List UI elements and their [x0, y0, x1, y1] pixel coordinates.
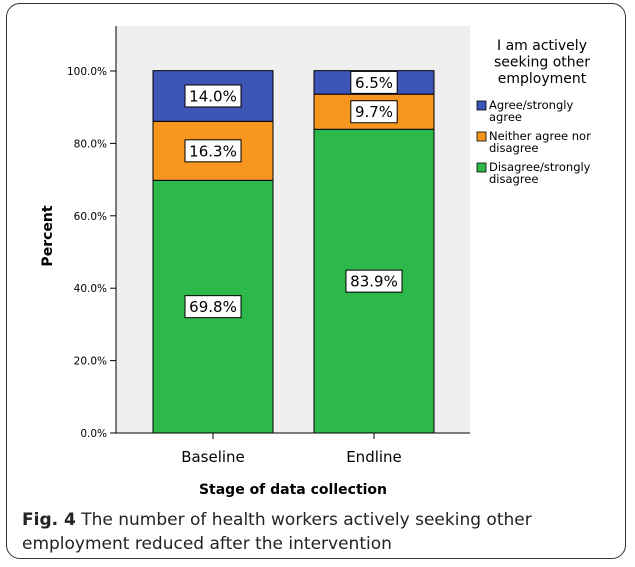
y-tick-label: 60.0% — [74, 211, 107, 223]
data-label-box — [350, 70, 398, 94]
data-label-box — [345, 269, 403, 293]
y-tick-label: 40.0% — [74, 283, 107, 295]
data-label-box — [184, 84, 242, 108]
data-label: 9.7% — [355, 103, 393, 121]
data-label: 6.5% — [355, 74, 393, 92]
data-label-box — [350, 100, 398, 124]
legend-title-line: seeking other — [494, 55, 590, 71]
data-label: 14.0% — [189, 87, 237, 105]
x-tick-label: Baseline — [181, 448, 245, 466]
stacked-bar-chart: 69.8% 16.3% 14.0% 83.9% 9.7% 6.5% 0.0% 20.0% 40… — [40, 26, 591, 498]
legend-swatch — [476, 131, 487, 142]
legend-entry: Disagree/strongly disagree — [489, 160, 591, 186]
y-axis-label: Percent — [40, 205, 56, 266]
y-tick-label: 20.0% — [74, 356, 107, 368]
legend-title-line: employment — [498, 71, 587, 87]
data-label: 83.9% — [350, 273, 398, 291]
legend-swatch — [476, 162, 487, 173]
figure-label: Fig. 4 — [22, 510, 76, 530]
figure-frame — [6, 3, 626, 559]
y-tick-label: 0.0% — [80, 428, 107, 440]
y-tick-label: 100.0% — [67, 66, 107, 78]
legend-entry: Agree/strongly agree — [489, 98, 573, 124]
data-label-box — [184, 295, 242, 319]
legend-entry: Neither agree nor disagree — [489, 129, 591, 155]
legend-title-line: I am actively — [497, 38, 587, 54]
caption-text: The number of health workers actively se… — [22, 510, 532, 554]
legend-swatch — [476, 100, 487, 111]
y-tick-label: 80.0% — [74, 138, 107, 150]
x-tick-label: Endline — [346, 448, 402, 466]
data-label: 16.3% — [189, 142, 237, 160]
data-label-box — [184, 139, 242, 163]
figure-caption: Fig. 4 The number of health workers acti… — [22, 508, 622, 556]
x-axis-label: Stage of data collection — [199, 482, 387, 498]
data-label: 69.8% — [189, 298, 237, 316]
